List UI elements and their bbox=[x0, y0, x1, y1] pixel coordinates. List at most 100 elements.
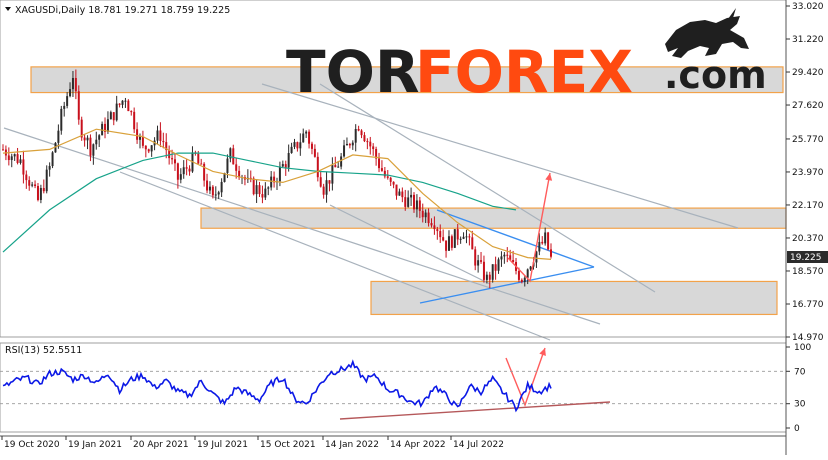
candle bbox=[535, 250, 538, 268]
candle bbox=[16, 147, 19, 165]
sr-zone-1 bbox=[30, 66, 784, 94]
candle-body bbox=[185, 167, 188, 169]
candle bbox=[404, 189, 407, 211]
candle bbox=[520, 278, 523, 284]
candle bbox=[179, 168, 182, 184]
forecast-arrow-main-shaft bbox=[507, 172, 551, 283]
candle-body bbox=[363, 135, 366, 142]
candle-body bbox=[197, 153, 200, 164]
trend-channel-line-3 bbox=[3, 127, 601, 325]
candle bbox=[331, 157, 334, 191]
candle-body bbox=[112, 112, 115, 121]
candle-body bbox=[410, 194, 413, 198]
ma-slow-line bbox=[2, 152, 517, 253]
candle bbox=[436, 226, 439, 240]
candle bbox=[159, 122, 162, 148]
candle bbox=[71, 70, 74, 97]
candle bbox=[214, 186, 217, 201]
candle-body bbox=[447, 236, 450, 251]
candle bbox=[19, 154, 22, 165]
candle-body bbox=[340, 156, 343, 167]
candle bbox=[348, 142, 351, 149]
rsi-tick-label: 100 bbox=[794, 343, 811, 353]
candle bbox=[133, 107, 136, 134]
candle-body bbox=[372, 146, 375, 150]
candle-body bbox=[459, 238, 462, 240]
candle bbox=[235, 157, 238, 179]
time-tick-label: 19 Jan 2021 bbox=[68, 440, 122, 450]
candle bbox=[398, 188, 401, 196]
candle bbox=[39, 184, 42, 204]
price-tick-label: 20.370 bbox=[792, 234, 824, 244]
candle-body bbox=[211, 186, 214, 196]
arrows-layer bbox=[505, 172, 553, 407]
candle bbox=[526, 268, 529, 285]
candle bbox=[45, 165, 48, 194]
candle bbox=[378, 152, 381, 173]
rsi-tick-label: 70 bbox=[794, 367, 806, 377]
time-tick-label: 14 Jul 2022 bbox=[453, 440, 504, 450]
candle bbox=[10, 153, 13, 168]
candle bbox=[413, 192, 415, 213]
candle-body bbox=[226, 158, 229, 173]
candle bbox=[36, 182, 39, 202]
candle-body bbox=[395, 184, 398, 196]
candle-body bbox=[7, 155, 10, 161]
rsi-line bbox=[2, 359, 552, 413]
candle-body bbox=[267, 187, 270, 189]
candle-body bbox=[319, 177, 322, 187]
candle-body bbox=[173, 159, 176, 164]
candle bbox=[357, 125, 360, 132]
candle bbox=[238, 165, 241, 180]
candle-body bbox=[51, 152, 54, 167]
candle bbox=[121, 100, 124, 109]
candle bbox=[281, 160, 284, 168]
collapse-triangle-icon[interactable] bbox=[5, 7, 11, 11]
candle bbox=[7, 147, 10, 166]
candle bbox=[322, 183, 325, 199]
candle bbox=[328, 180, 331, 192]
candle bbox=[60, 105, 63, 135]
candle bbox=[415, 194, 418, 218]
candle-body bbox=[121, 100, 124, 105]
candle-body bbox=[252, 178, 255, 195]
candle bbox=[354, 124, 357, 152]
candle-body bbox=[407, 197, 410, 207]
candle bbox=[293, 138, 296, 150]
candle-body bbox=[223, 172, 226, 182]
candle-body bbox=[168, 150, 171, 159]
candle-body bbox=[25, 174, 28, 181]
candle bbox=[249, 170, 252, 183]
candle-body bbox=[171, 158, 174, 160]
candle-body bbox=[124, 100, 127, 102]
candle-body bbox=[60, 108, 63, 131]
candle-body bbox=[92, 144, 95, 156]
candle bbox=[296, 141, 299, 152]
candle-body bbox=[421, 210, 424, 218]
price-tick-label: 33.020 bbox=[792, 2, 824, 12]
sr-zone-2 bbox=[200, 207, 787, 229]
candle bbox=[471, 230, 474, 250]
trend-channel-line-4 bbox=[119, 171, 551, 341]
torforex-logo: TOR FOREX .com bbox=[286, 8, 767, 106]
candle-body bbox=[106, 119, 109, 132]
ma-fast-line bbox=[2, 128, 552, 260]
candle-body bbox=[313, 148, 316, 157]
candle bbox=[538, 233, 541, 256]
candles-layer bbox=[2, 69, 552, 289]
candle-body bbox=[442, 237, 445, 241]
candle bbox=[488, 271, 491, 289]
candle-body bbox=[71, 78, 74, 90]
candle-body bbox=[83, 137, 86, 141]
candle-body bbox=[462, 236, 465, 239]
candle bbox=[74, 69, 77, 100]
forecast-arrow-rsi bbox=[505, 347, 546, 407]
candle-body bbox=[474, 249, 477, 266]
trend-channel-line-1 bbox=[261, 83, 739, 229]
time-tick-label: 14 Apr 2022 bbox=[390, 440, 446, 450]
candle-body bbox=[523, 277, 526, 283]
candle bbox=[28, 176, 31, 191]
candle-body bbox=[77, 91, 80, 120]
candle-body bbox=[547, 232, 550, 250]
